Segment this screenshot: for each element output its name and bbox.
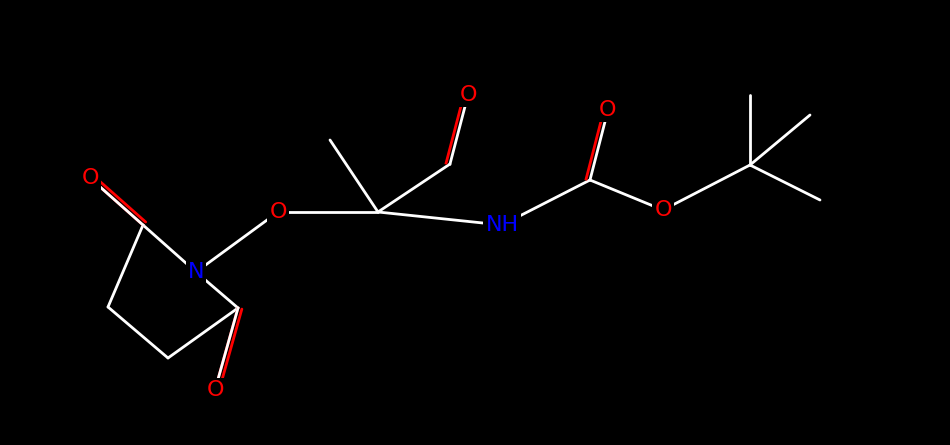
Text: O: O [599, 100, 617, 120]
Text: O: O [459, 85, 477, 105]
Text: O: O [82, 168, 99, 188]
Text: O: O [206, 380, 224, 400]
Text: O: O [655, 200, 672, 220]
Text: N: N [188, 262, 204, 282]
Text: O: O [269, 202, 287, 222]
Text: NH: NH [485, 215, 519, 235]
